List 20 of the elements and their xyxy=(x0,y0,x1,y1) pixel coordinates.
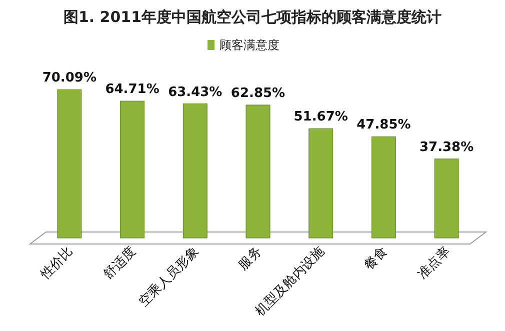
data-label: 47.85% xyxy=(356,118,411,133)
bar xyxy=(246,104,270,238)
data-label: 62.85% xyxy=(230,86,286,101)
x-tick-label: 准点率 xyxy=(414,244,454,282)
data-label: 37.38% xyxy=(419,140,474,155)
bar xyxy=(308,128,334,238)
data-label: 70.09% xyxy=(42,70,97,86)
bar xyxy=(57,89,82,238)
x-tick-label: 服务 xyxy=(236,244,265,274)
bar xyxy=(371,136,396,238)
bar xyxy=(434,158,459,238)
bar xyxy=(182,103,208,238)
bar xyxy=(120,100,145,238)
data-label: 64.71% xyxy=(105,82,160,98)
chart-title: 图1. 2011年度中国航空公司七项指标的顾客满意度统计 xyxy=(63,8,442,26)
data-label: 51.67% xyxy=(294,110,348,125)
legend-label: 顾客满意度 xyxy=(220,38,280,52)
data-label: 63.43% xyxy=(168,84,222,100)
x-tick-label: 性价比 xyxy=(37,244,76,284)
x-tick-label: 餐食 xyxy=(362,244,391,274)
